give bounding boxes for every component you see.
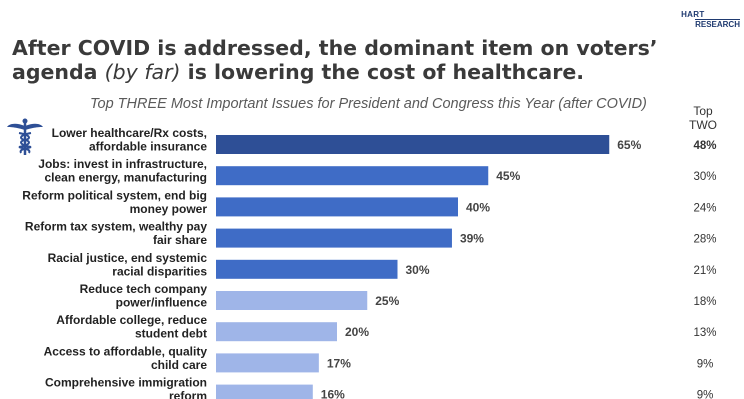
category-label: Lower healthcare/Rx costs, bbox=[52, 126, 207, 140]
logo-line1: HART bbox=[681, 10, 705, 19]
bar bbox=[216, 135, 610, 154]
top-two-value: 9% bbox=[697, 358, 714, 370]
bar-value-label: 30% bbox=[406, 263, 430, 277]
bar-value-label: 25% bbox=[375, 294, 399, 308]
category-label: racial disparities bbox=[112, 264, 207, 278]
top-two-value: 28% bbox=[693, 234, 716, 246]
category-label: Jobs: invest in infrastructure, bbox=[38, 157, 207, 171]
bar bbox=[216, 291, 368, 310]
hart-research-logo: HART RESEARCH bbox=[681, 10, 740, 29]
bar bbox=[216, 322, 337, 342]
top-two-value: 30% bbox=[693, 171, 716, 183]
headline-emphasis: (by far) bbox=[104, 60, 181, 84]
bar-value-label: 17% bbox=[327, 356, 351, 370]
bar-value-label: 65% bbox=[617, 138, 641, 152]
top-two-value: 13% bbox=[693, 327, 716, 339]
top-two-value: 9% bbox=[697, 390, 714, 399]
category-label: power/influence bbox=[116, 296, 208, 310]
bar bbox=[216, 197, 458, 217]
chart-title: Top THREE Most Important Issues for Pres… bbox=[90, 96, 647, 112]
category-label: Comprehensive immigration bbox=[45, 376, 207, 390]
category-label: clean energy, manufacturing bbox=[45, 171, 208, 185]
top-two-value: 24% bbox=[693, 202, 716, 214]
bar-value-label: 20% bbox=[345, 325, 369, 339]
bar bbox=[216, 228, 452, 248]
category-label: Access to affordable, quality bbox=[44, 344, 208, 358]
bar bbox=[216, 259, 398, 279]
category-label: Reform political system, end big bbox=[22, 188, 207, 202]
category-label: Reform tax system, wealthy pay bbox=[25, 220, 207, 234]
bar-value-label: 39% bbox=[460, 232, 484, 246]
bar-value-label: 40% bbox=[466, 200, 490, 214]
logo-line2: RESEARCH bbox=[695, 19, 740, 29]
top-two-header-line2: TWO bbox=[689, 118, 717, 132]
category-label: Racial justice, end systemic bbox=[48, 251, 208, 265]
bar bbox=[216, 353, 319, 373]
category-label: child care bbox=[151, 358, 207, 372]
category-label: Reduce tech company bbox=[80, 282, 208, 296]
top-two-header: Top TWO bbox=[676, 104, 730, 132]
headline: After COVID is addressed, the dominant i… bbox=[12, 36, 732, 84]
category-label: Affordable college, reduce bbox=[56, 313, 207, 327]
category-label: affordable insurance bbox=[89, 140, 207, 154]
category-label: student debt bbox=[135, 327, 207, 341]
bar-value-label: 45% bbox=[496, 169, 520, 183]
headline-part1: After COVID is addressed, the dominant i… bbox=[12, 36, 658, 84]
caduceus-icon bbox=[7, 118, 43, 155]
headline-part2: is lowering the cost of healthcare. bbox=[180, 60, 585, 84]
top-two-value: 21% bbox=[693, 265, 716, 277]
bar bbox=[216, 384, 313, 399]
bar-value-label: 16% bbox=[321, 388, 345, 399]
category-label: reform bbox=[169, 389, 207, 399]
category-label: money power bbox=[130, 202, 208, 216]
bar bbox=[216, 166, 489, 186]
category-label: fair share bbox=[153, 233, 207, 247]
top-two-header-line1: Top bbox=[693, 104, 713, 118]
top-two-value: 18% bbox=[693, 296, 716, 308]
top-two-value: 48% bbox=[693, 140, 716, 152]
